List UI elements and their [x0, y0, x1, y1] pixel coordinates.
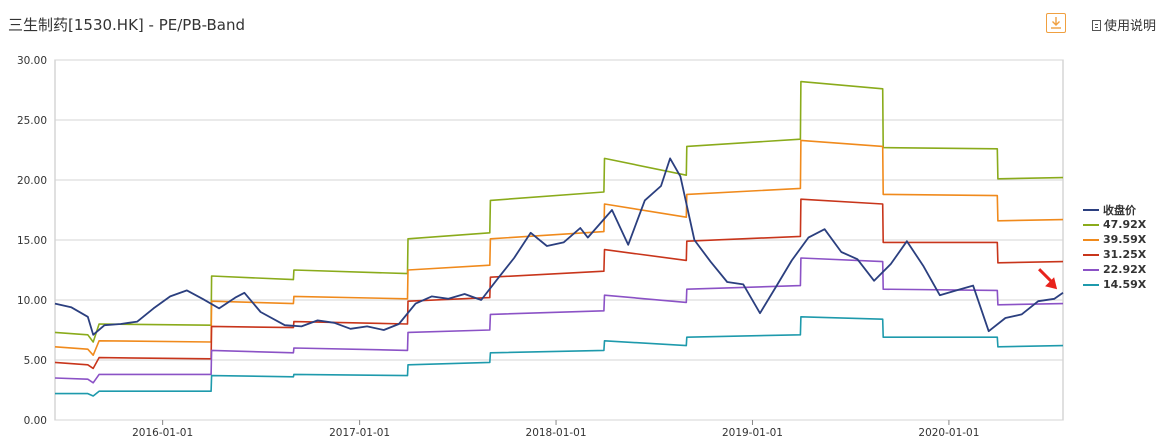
legend-label: 14.59X: [1103, 278, 1147, 291]
legend-label: 收盘价: [1103, 203, 1136, 217]
grid-layer: [54, 59, 1064, 421]
series-layer: [54, 80, 1064, 397]
help-link[interactable]: 使用说明: [1092, 15, 1156, 34]
download-icon: [1051, 17, 1061, 29]
x-tick-label: 2020-01-01: [918, 427, 979, 439]
legend-swatch: [1083, 223, 1099, 226]
pe-band-line: [54, 80, 1064, 343]
download-button[interactable]: [1046, 13, 1066, 33]
y-tick-label: 25.00: [17, 115, 47, 127]
help-label: 使用说明: [1104, 19, 1157, 34]
legend-item[interactable]: 14.59X: [1083, 277, 1146, 292]
legend-item[interactable]: 22.92X: [1083, 262, 1146, 277]
manual-icon: [1092, 20, 1101, 31]
x-tick-label: 2017-01-01: [329, 427, 390, 439]
x-tick-label: 2016-01-01: [132, 427, 193, 439]
legend-swatch: [1083, 268, 1099, 271]
close-price-line: [54, 157, 1064, 336]
y-tick-label: 30.00: [17, 55, 47, 67]
legend-label: 39.59X: [1103, 233, 1147, 246]
y-tick-label: 15.00: [17, 235, 47, 247]
legend-label: 47.92X: [1103, 218, 1147, 231]
x-tick-label: 2019-01-01: [722, 427, 783, 439]
legend-label: 22.92X: [1103, 263, 1147, 276]
pe-band-line: [54, 198, 1064, 370]
axis-layer: 0.00 5.00 10.00 15.00 20.00 25.00 30.00 2016-01…: [17, 55, 979, 439]
marker-arrow-head: [1045, 277, 1058, 290]
pe-band-line: [54, 139, 1064, 356]
legend-swatch: [1083, 208, 1099, 211]
page-title: 三生制药[1530.HK] - PE/PB-Band: [8, 16, 246, 34]
pe-band-line: [54, 257, 1064, 384]
y-tick-label: 10.00: [17, 295, 47, 307]
legend-swatch: [1083, 253, 1099, 256]
legend-item[interactable]: 31.25X: [1083, 247, 1146, 262]
legend-item[interactable]: 47.92X: [1083, 217, 1146, 232]
chart-legend: 收盘价 47.92X 39.59X 31.25X 22.92X 14.59X: [1083, 202, 1146, 292]
x-tick-label: 2018-01-01: [526, 427, 587, 439]
legend-item[interactable]: 39.59X: [1083, 232, 1146, 247]
y-tick-label: 20.00: [17, 175, 47, 187]
legend-swatch: [1083, 238, 1099, 241]
pe-band-line: [55, 316, 1064, 397]
y-tick-label: 0.00: [24, 415, 47, 427]
legend-item[interactable]: 收盘价: [1083, 202, 1146, 217]
legend-label: 31.25X: [1103, 248, 1147, 261]
legend-swatch: [1083, 283, 1099, 286]
header: 三生制药[1530.HK] - PE/PB-Band 使用说明: [0, 0, 1162, 48]
y-tick-label: 5.00: [24, 355, 47, 367]
